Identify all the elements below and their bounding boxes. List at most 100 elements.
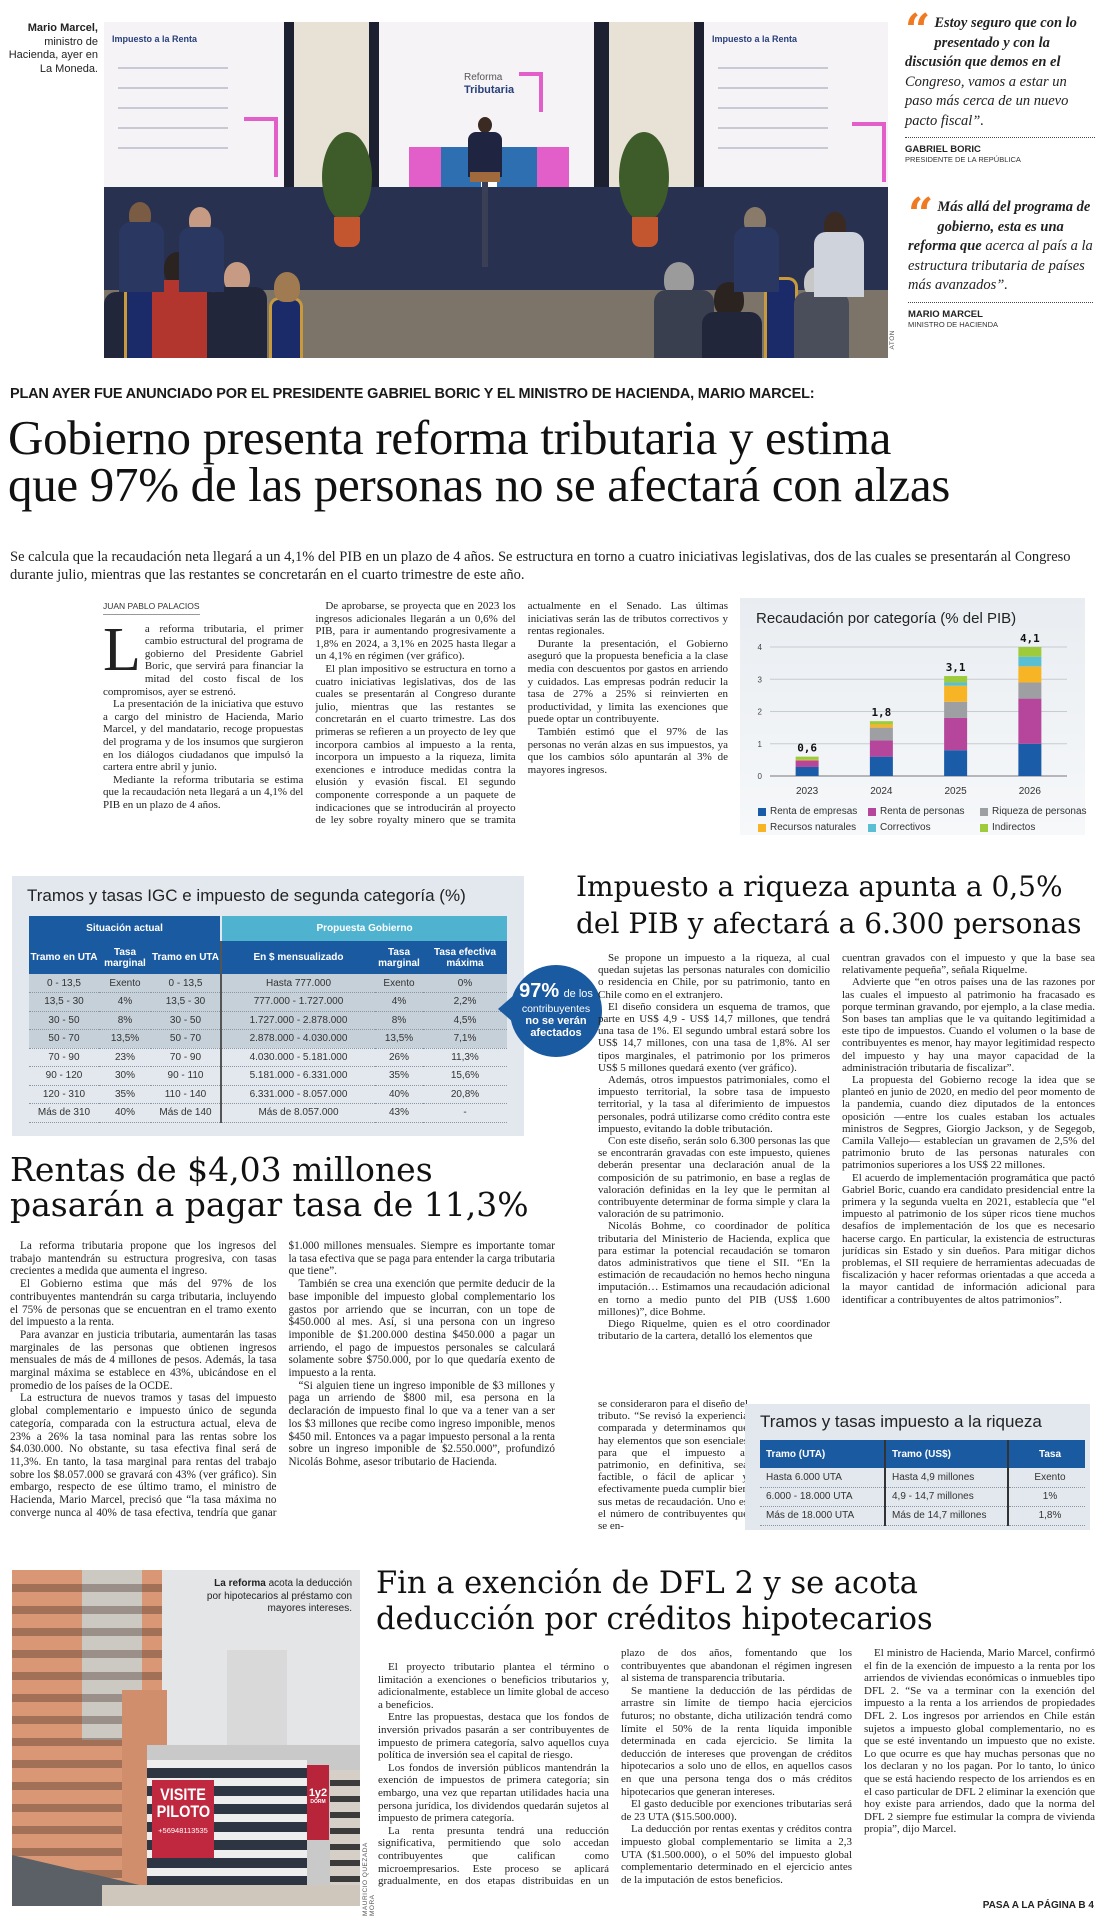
- paragraph: La presentación de la iniciativa que est…: [103, 698, 304, 774]
- column-header: Tramo en UTA: [151, 952, 220, 963]
- 97-percent-callout: 97% de los contribuyentes no se verán af…: [498, 965, 602, 1057]
- table-row: 90 - 120 30% 90 - 110 5.181.000 - 6.331.000…: [29, 1066, 507, 1086]
- headline-line: Rentas de $4,03 millones: [10, 1150, 433, 1189]
- column-header: Tramo (US$): [884, 1440, 1008, 1468]
- table-row: 6.000 - 18.000 UTA 4,9 - 14,7 millones 1%: [760, 1487, 1085, 1507]
- y-tick-label: 4: [758, 643, 763, 652]
- event-photo: Impuesto a la Renta Reforma Tributaria I…: [104, 22, 888, 358]
- table-cell: 26%: [375, 1048, 423, 1067]
- table-cell: Más de 18.000 UTA: [760, 1506, 885, 1526]
- legend-label: Renta de personas: [880, 806, 965, 817]
- table-cell: 30 - 50: [151, 1011, 221, 1030]
- photo-credit: MAURICIO QUEZADA MORA: [362, 1842, 376, 1916]
- table-cell: 4%: [375, 992, 423, 1012]
- legend-label: Correctivos: [880, 822, 931, 833]
- paragraph: Entre las propuestas, destaca que los fo…: [378, 1711, 609, 1762]
- riqueza-column-1: Se propone un impuesto a la riqueza, al …: [598, 952, 830, 1398]
- quote-mark-icon: “: [905, 5, 931, 56]
- banner-text: DORM: [310, 1799, 326, 1805]
- table-cell: 30%: [99, 1066, 151, 1086]
- paragraph: Además, otros impuestos patrimoniales, c…: [598, 1074, 830, 1135]
- legend-label: Riqueza de personas: [992, 806, 1087, 817]
- quote-author: GABRIEL BORIC: [905, 137, 1095, 155]
- quote-boric: “Estoy seguro que con lo presentado y co…: [905, 5, 1095, 164]
- riqueza-table-box: Tramos y tasas impuesto a la riqueza Tra…: [745, 1404, 1090, 1530]
- table-cell: 5.181.000 - 6.331.000: [220, 1066, 375, 1086]
- drop-cap: L: [103, 615, 141, 684]
- paragraph: Durante la presentación, el Gobierno ase…: [527, 637, 728, 726]
- column-header: En $ mensualizado: [220, 941, 375, 974]
- paragraph: Advierte que “en otros países una de las…: [842, 976, 1095, 1074]
- bar-segment-renta-de-personas: [795, 760, 819, 767]
- paragraph: De aprobarse, se proyecta que en 2023 lo…: [315, 600, 516, 663]
- legend-label: Indirectos: [992, 822, 1036, 833]
- headline-line: deducción por créditos hipotecarios: [376, 1602, 933, 1637]
- paragraph: El proyecto tributario plantea el términ…: [378, 1661, 609, 1711]
- table-cell: 90 - 120: [29, 1066, 99, 1086]
- paragraph: La propuesta del Gobierno recoge la idea…: [842, 1074, 1095, 1172]
- table-cell: Más de 14,7 millones: [884, 1506, 1008, 1526]
- bar-total-label: 1,8: [871, 706, 891, 719]
- x-tick-label: 2023: [796, 786, 819, 797]
- screen-title: Impuesto a la Renta: [712, 34, 798, 44]
- bar-segment-correctivos: [1018, 656, 1042, 667]
- table-row: 70 - 90 23% 70 - 90 4.030.000 - 5.181.000 26…: [29, 1048, 507, 1067]
- table-row: 50 - 70 13,5% 50 - 70 2.878.000 - 4.030.000…: [29, 1029, 507, 1049]
- table-cell: 13,5%: [375, 1029, 423, 1049]
- continued-link[interactable]: PASA A LA PÁGINA B 4: [982, 1900, 1094, 1911]
- first-paragraph-text: a reforma tributaria, el primer cambio e…: [103, 622, 304, 698]
- legend-swatch: [758, 807, 766, 816]
- bar-segment-renta-de-personas: [1018, 698, 1042, 744]
- table-cell: 35%: [375, 1066, 423, 1086]
- quote-marcel: “Más allá del programa de gobierno, esta…: [908, 193, 1093, 329]
- table-cell: 120 - 310: [29, 1085, 99, 1104]
- legend-swatch: [868, 823, 876, 832]
- bar-total-label: 3,1: [946, 661, 966, 674]
- table-cell: 43%: [375, 1103, 423, 1123]
- paragraph: Con este diseño, serán solo 6.300 person…: [598, 1135, 830, 1221]
- quote-text-bold: Más allá del programa de gobierno, esta …: [908, 199, 1091, 254]
- legend-item: Correctivos: [868, 822, 980, 833]
- table-row: 0 - 13,5 Exento 0 - 13,5 Hasta 777.000 Exent…: [29, 974, 507, 993]
- table-cell: 8%: [375, 1011, 423, 1030]
- headline-line: del PIB y afectará a 6.300 personas: [576, 907, 1082, 940]
- table-cell: 50 - 70: [151, 1029, 221, 1049]
- quote-text: acerca al país a la estructura tributari…: [908, 238, 1093, 293]
- legend-swatch: [758, 823, 766, 832]
- dfl-headline: Fin a exención de DFL 2 y se acota deduc…: [376, 1566, 933, 1638]
- table-cell: 1.727.000 - 2.878.000: [220, 1011, 375, 1030]
- column-header: Tramo (UTA): [760, 1440, 885, 1468]
- table-cell: Hasta 777.000: [220, 974, 375, 993]
- column-header: Tasa efectiva máxima: [433, 946, 497, 969]
- bar-segment-recursos-naturales: [869, 724, 893, 728]
- caption-bold: La reforma: [214, 1578, 266, 1589]
- x-tick-label: 2024: [870, 786, 893, 797]
- paragraph: cuentran gravados con el impuesto y que …: [842, 952, 1095, 977]
- bar-segment-riqueza-de-personas: [944, 701, 968, 718]
- screen-left: Impuesto a la Renta: [104, 22, 284, 187]
- paragraph: También estimó que el 97% de las persona…: [527, 725, 728, 776]
- legend-label: Recursos naturales: [770, 822, 857, 833]
- caption-text: acota la deducción por hipotecarios al p…: [206, 1578, 352, 1614]
- photo-caption: La reforma acota la deducción por hipote…: [202, 1578, 352, 1616]
- bar-segment-correctivos: [944, 682, 968, 686]
- table-row: Más de 18.000 UTA Más de 14,7 millones 1,8…: [760, 1506, 1085, 1526]
- paragraph: La deducción por rentas exentas y crédit…: [621, 1823, 852, 1886]
- chart-legend: Recursos naturales Correctivos Indirectos: [758, 822, 1100, 833]
- paragraph: Nicolás Bohme, co coordinador de polític…: [598, 1220, 830, 1318]
- riqueza-table: Tramo (UTA) Tramo (US$) Tasa Hasta 6.000 U…: [760, 1440, 1085, 1526]
- screen-title: Reforma: [464, 72, 503, 83]
- legend-swatch: [980, 807, 988, 816]
- quote-author: MARIO MARCEL: [908, 301, 1093, 320]
- table-cell: 0%: [423, 974, 507, 993]
- paragraph: Los fondos de inversión públicos mantend…: [378, 1761, 609, 1825]
- table-cell: 2,2%: [423, 992, 507, 1012]
- bar-segment-recursos-naturales: [1018, 666, 1042, 683]
- bar-segment-indirectos: [944, 676, 968, 683]
- table-cell: 4.030.000 - 5.181.000: [220, 1048, 375, 1067]
- legend-swatch: [980, 823, 988, 832]
- y-tick-label: 1: [758, 740, 763, 749]
- screen-right: Impuesto a la Renta: [704, 22, 888, 187]
- table-cell: 8%: [99, 1011, 151, 1030]
